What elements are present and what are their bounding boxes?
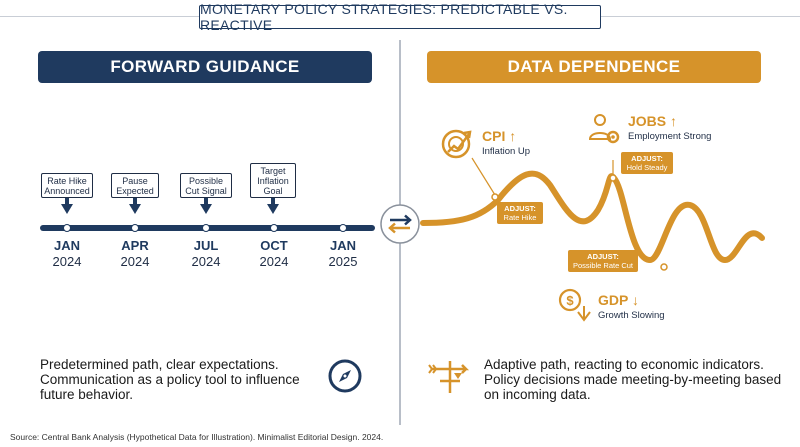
event-arrow <box>61 204 73 214</box>
timeline-dot <box>339 224 347 232</box>
timeline-dot <box>63 224 71 232</box>
event-box-pause: Pause Expected <box>111 173 159 198</box>
gdp-sub: Growth Slowing <box>598 310 665 321</box>
event-stem <box>271 198 275 204</box>
event-arrow <box>129 204 141 214</box>
adjust-hold-steady: ADJUST: Hold Steady <box>621 152 673 174</box>
forward-guidance-description: Predetermined path, clear expectations. … <box>40 357 300 402</box>
adjust-rate-hike: ADJUST: Rate Hike <box>497 202 543 224</box>
timeline-dot <box>270 224 278 232</box>
event-stem <box>204 198 208 204</box>
svg-text:$: $ <box>566 293 574 308</box>
timeline-dot <box>202 224 210 232</box>
event-box-possible-cut: Possible Cut Signal <box>180 173 232 198</box>
timeline-month: JAN <box>53 238 80 253</box>
event-box-target-inflation: Target Inflation Goal <box>250 163 296 198</box>
data-dependence-header: DATA DEPENDENCE <box>427 51 761 83</box>
event-box-rate-hike: Rate Hike Announced <box>41 173 93 198</box>
timeline-year: 2024 <box>259 254 289 269</box>
event-arrow <box>200 204 212 214</box>
jobs-label: JOBS ↑ <box>628 113 678 129</box>
cpi-label: CPI ↑ <box>482 128 517 144</box>
title-rule-left <box>0 16 199 17</box>
wave-markers <box>471 157 668 271</box>
compass-icon <box>328 359 362 393</box>
event-stem <box>133 198 137 204</box>
dollar-down-icon: $ <box>558 288 591 322</box>
gdp-label: GDP ↓ <box>598 292 639 308</box>
timeline-year: 2024 <box>191 254 221 269</box>
event-stem <box>65 198 69 204</box>
title-rule-right <box>601 16 800 17</box>
source-note: Source: Central Bank Analysis (Hypotheti… <box>10 432 384 442</box>
timeline-year: 2024 <box>120 254 150 269</box>
weathervane-icon <box>428 361 470 393</box>
data-dependence-description: Adaptive path, reacting to economic indi… <box>484 357 782 402</box>
target-chart-icon <box>441 129 472 159</box>
swap-arrows-icon <box>380 204 420 244</box>
worker-gear-icon <box>588 114 620 144</box>
timeline-month: JUL <box>193 238 219 253</box>
timeline-month: OCT <box>260 238 288 253</box>
cpi-sub: Inflation Up <box>482 146 531 157</box>
main-title: MONETARY POLICY STRATEGIES: PREDICTABLE … <box>199 1 601 33</box>
timeline-month: APR <box>121 238 149 253</box>
forward-guidance-header: FORWARD GUIDANCE <box>38 51 372 83</box>
event-arrow <box>267 204 279 214</box>
timeline-year: 2024 <box>52 254 82 269</box>
adjust-possible-rate-cut: ADJUST: Possible Rate Cut <box>568 250 638 272</box>
timeline-month: JAN <box>329 238 356 253</box>
jobs-sub: Employment Strong <box>628 131 712 142</box>
timeline-year: 2025 <box>328 254 358 269</box>
timeline-dot <box>131 224 139 232</box>
